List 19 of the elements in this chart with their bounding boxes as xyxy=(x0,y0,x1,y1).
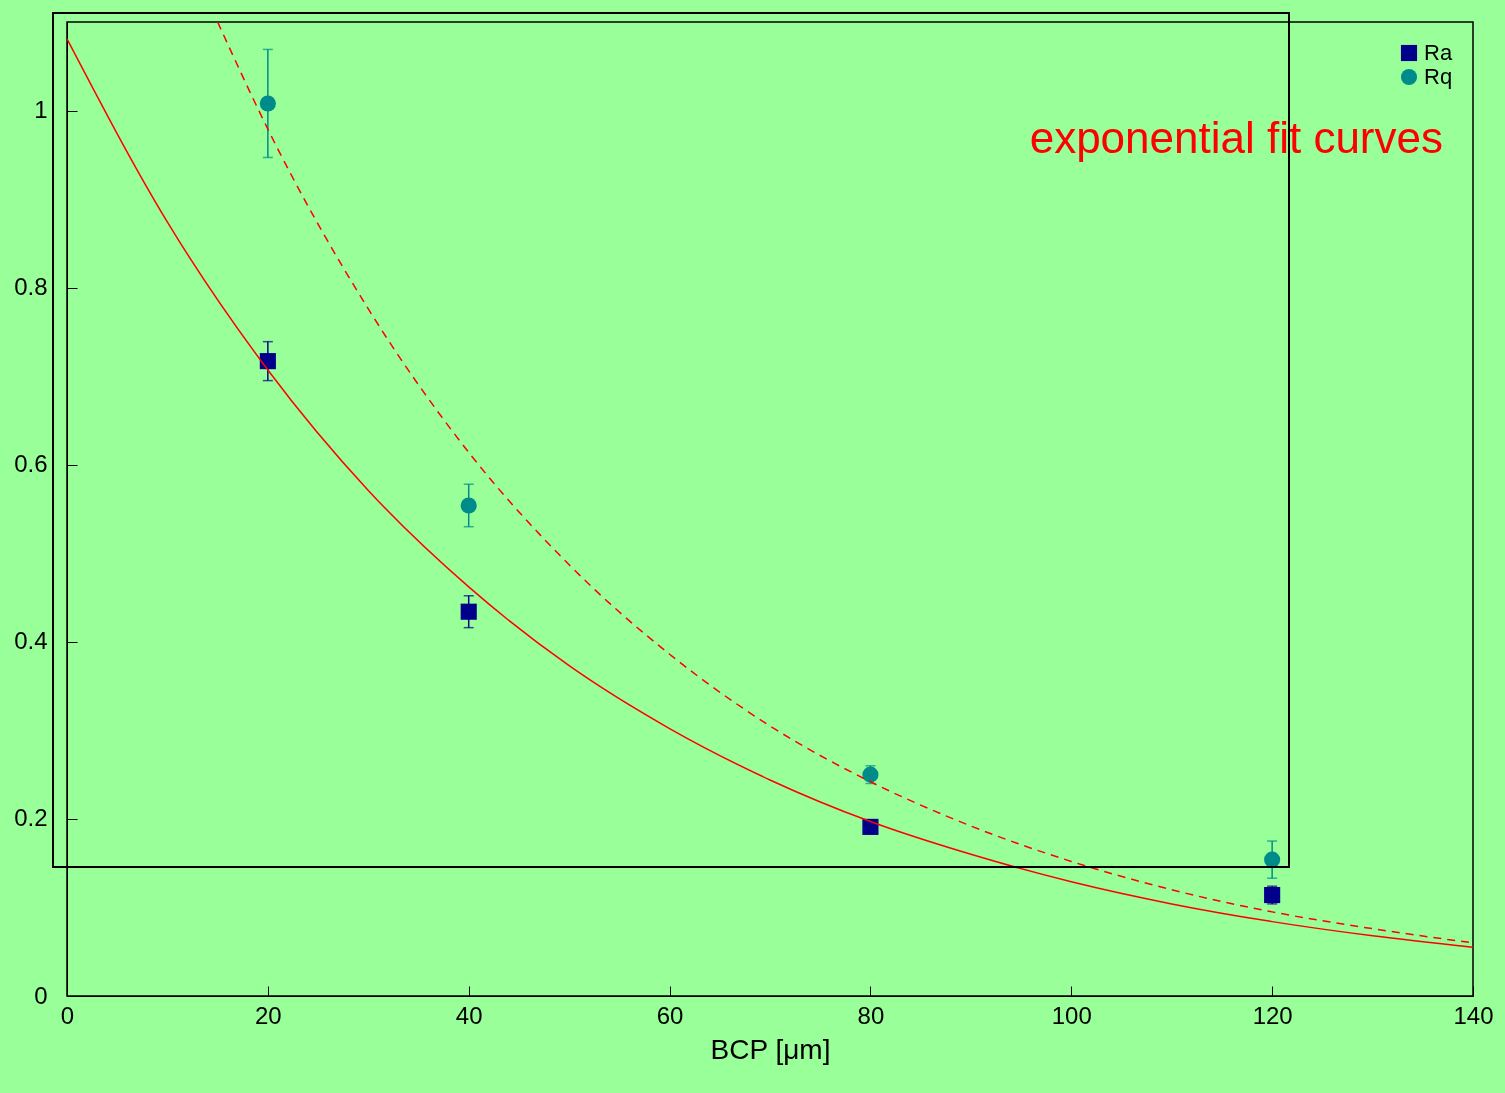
x-tick-label: 40 xyxy=(455,1001,483,1029)
y-tick-label: 1 xyxy=(34,96,48,124)
y-tick-label: 0.4 xyxy=(14,627,48,655)
y-tick-label: 0.8 xyxy=(14,273,48,301)
x-axis-title: BCP [μm] xyxy=(710,1033,831,1065)
point xyxy=(460,497,477,514)
x-tick-label: 20 xyxy=(255,1001,282,1029)
point xyxy=(460,603,477,620)
x-tick-label: 100 xyxy=(1051,1001,1092,1029)
x-tick-label: 80 xyxy=(857,1001,885,1029)
y-tick-label: 0.6 xyxy=(14,450,48,478)
x-tick-label: 0 xyxy=(60,1001,75,1029)
legend-label: Rq xyxy=(1424,64,1453,89)
legend-label: Ra xyxy=(1424,40,1453,65)
x-tick-label: 60 xyxy=(656,1001,684,1029)
y-tick-label: 0.2 xyxy=(14,804,48,832)
x-tick-label: 120 xyxy=(1252,1001,1293,1029)
y-tick-label: 0 xyxy=(34,981,48,1009)
x-tick-label: 140 xyxy=(1453,1001,1494,1029)
